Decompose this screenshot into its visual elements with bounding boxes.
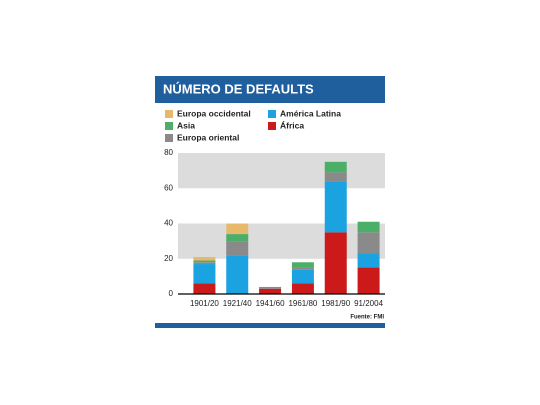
bar-segment	[357, 253, 380, 268]
bar-segment	[357, 232, 380, 254]
x-tick-label: 1921/40	[223, 299, 252, 308]
bar-segment	[259, 286, 282, 289]
bar-segment	[357, 221, 380, 233]
x-tick-label: 1961/80	[288, 299, 317, 308]
y-tick-label: 80	[164, 148, 173, 157]
bar-segment	[324, 181, 347, 233]
y-tick-label: 20	[164, 254, 173, 263]
bar-segment	[193, 264, 216, 284]
x-tick-label: 1981/90	[321, 299, 350, 308]
bar-segment	[193, 260, 216, 263]
bar-segment	[324, 172, 347, 182]
bar-segment	[226, 234, 249, 242]
legend-label: África	[280, 120, 304, 130]
bar-segment	[291, 269, 314, 284]
bar-segment	[193, 256, 216, 261]
legend-swatch	[268, 110, 276, 118]
bar-segment	[193, 283, 216, 294]
bar-segment	[226, 255, 249, 294]
bar-segment	[324, 232, 347, 294]
x-tick-label: 1901/20	[190, 299, 219, 308]
legend-label: Europa oriental	[177, 132, 239, 142]
bar-segment	[226, 223, 249, 235]
bar-segment	[291, 262, 314, 268]
legend-label: Europa occidental	[177, 108, 251, 118]
y-tick-label: 0	[169, 289, 174, 298]
source: Fuente: FMI	[350, 315, 384, 321]
x-tick-label: 1941/60	[256, 299, 285, 308]
grid-band	[178, 223, 385, 259]
x-tick-label: 91/2004	[354, 299, 383, 308]
footer-bar	[155, 323, 385, 328]
bar-segment	[193, 262, 216, 265]
title-bar	[155, 76, 385, 103]
bar-segment	[291, 283, 314, 294]
bar-segment	[226, 241, 249, 256]
bar-segment	[259, 288, 282, 294]
legend-swatch	[165, 110, 173, 118]
bar-segment	[357, 267, 380, 294]
y-tick-label: 40	[164, 219, 173, 228]
legend-swatch	[165, 134, 173, 142]
legend-swatch	[268, 122, 276, 130]
y-tick-label: 60	[164, 183, 173, 192]
bar-segment	[324, 161, 347, 173]
grid-band	[178, 153, 385, 189]
bar-segment	[291, 267, 314, 270]
chart-title: NÚMERO DE DEFAULTS	[163, 81, 314, 96]
legend-swatch	[165, 122, 173, 130]
legend-label: Asia	[177, 120, 195, 130]
legend-label: América Latina	[280, 108, 341, 118]
